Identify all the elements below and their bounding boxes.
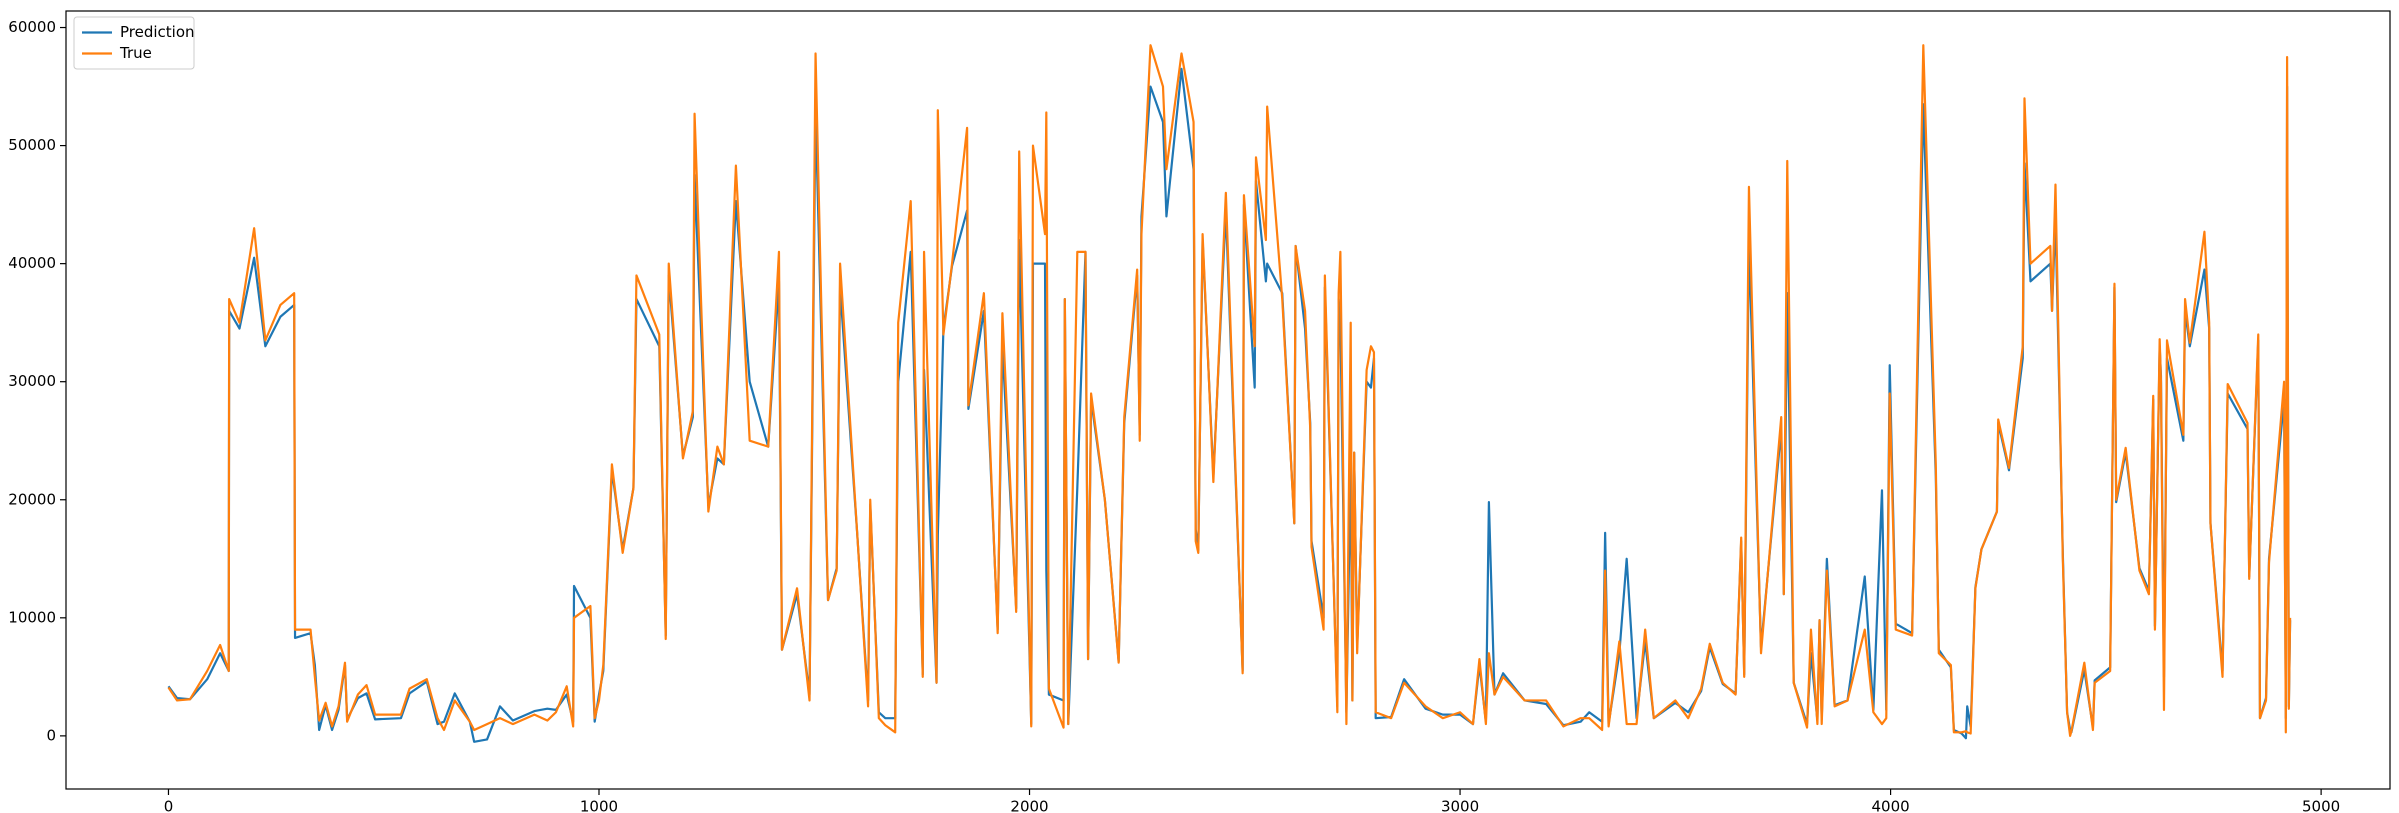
x-tick-label: 5000 <box>2302 798 2340 813</box>
x-tick-label: 3000 <box>1441 798 1479 813</box>
x-tick-label: 2000 <box>1010 798 1048 813</box>
legend-label: Prediction <box>120 23 195 41</box>
y-tick-label: 50000 <box>8 136 56 154</box>
y-tick-label: 20000 <box>8 490 56 508</box>
series-line <box>167 44 2292 737</box>
y-tick-label: 40000 <box>8 254 56 272</box>
x-tick-label: 4000 <box>1871 798 1909 813</box>
axes-frame <box>65 10 2391 790</box>
y-tick-label: 60000 <box>8 18 56 36</box>
y-tick-label: 30000 <box>8 372 56 390</box>
legend: Prediction True <box>73 16 195 70</box>
y-tick-label: 0 <box>46 726 56 744</box>
y-tick-label: 10000 <box>8 608 56 626</box>
legend-label: True <box>119 44 152 62</box>
legend-box <box>73 16 195 70</box>
x-tick-label: 1000 <box>580 798 618 813</box>
series-line <box>167 67 2292 743</box>
x-tick-label: 0 <box>164 798 174 813</box>
plot-area <box>167 44 2292 743</box>
